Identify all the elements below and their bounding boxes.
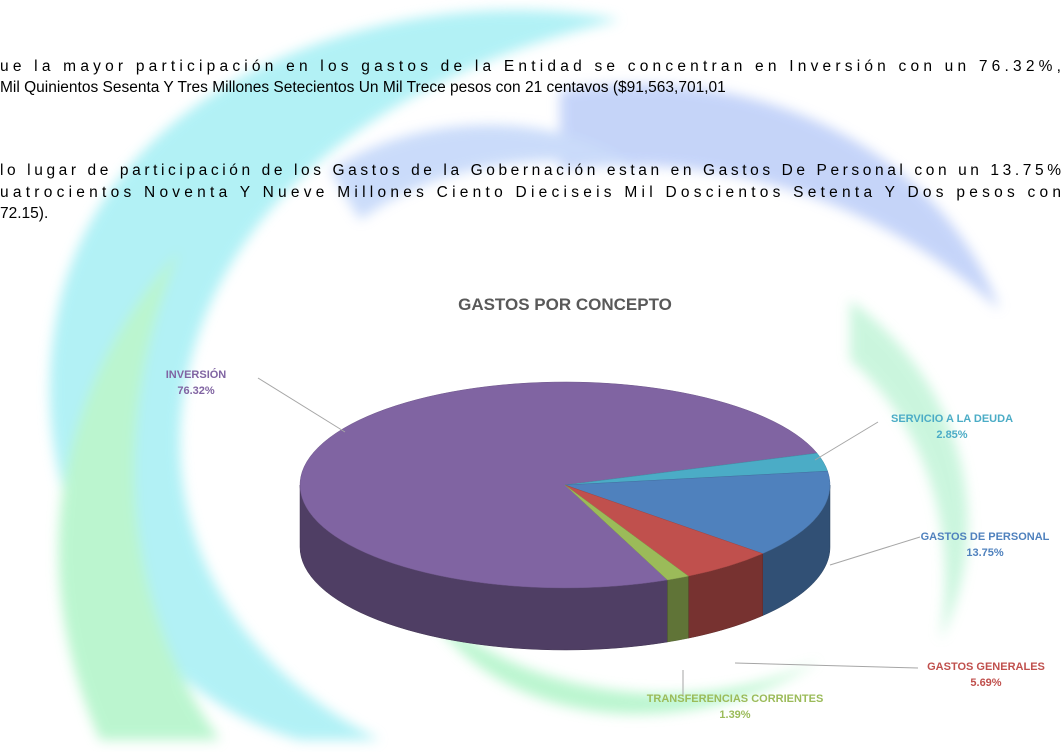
paragraph-line: ue la mayor participación en los gastos … xyxy=(0,58,1061,75)
document: ue la mayor participación en los gastos … xyxy=(0,0,1061,752)
data-label-value: 76.32% xyxy=(177,385,215,397)
pie-slice-side xyxy=(667,576,688,642)
data-label-value: 5.69% xyxy=(970,677,1001,689)
page: ue la mayor participación en los gastos … xyxy=(0,0,1061,752)
leader-line xyxy=(815,422,878,460)
leader-line xyxy=(830,537,920,565)
paragraph-line: uatrocientos Noventa Y Nueve Millones Ci… xyxy=(0,184,1061,201)
data-label-value: 1.39% xyxy=(719,709,750,721)
data-label-name: GASTOS GENERALES xyxy=(927,661,1045,673)
chart-title: GASTOS POR CONCEPTO xyxy=(458,295,672,314)
data-label-value: 2.85% xyxy=(936,429,967,441)
paragraph-line: Mil Quinientos Sesenta Y Tres Millones S… xyxy=(0,79,726,96)
data-label-name: TRANSFERENCIAS CORRIENTES xyxy=(647,693,824,705)
paragraph-line: 72.15). xyxy=(0,205,48,222)
leader-line xyxy=(258,378,345,432)
data-label-value: 13.75% xyxy=(966,547,1004,559)
data-label-name: GASTOS DE PERSONAL xyxy=(921,531,1050,543)
data-label-name: INVERSIÓN xyxy=(166,368,227,381)
data-label-name: SERVICIO A LA DEUDA xyxy=(891,413,1013,425)
leader-line xyxy=(735,663,918,668)
